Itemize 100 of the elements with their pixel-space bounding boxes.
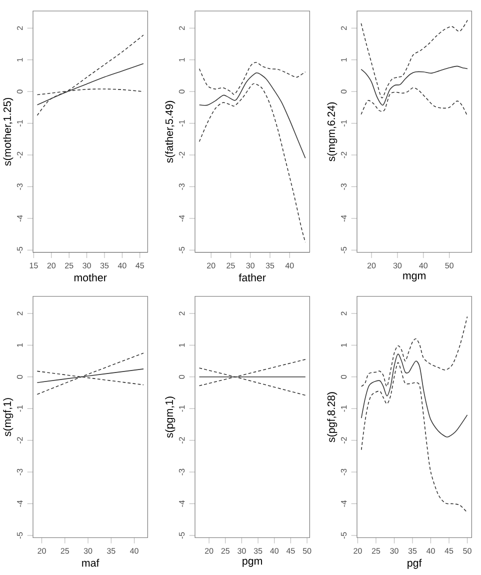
y-tick-label: -4 (179, 500, 185, 507)
x-tick-label: 40 (419, 262, 428, 268)
line-series (198, 72, 306, 159)
y-tick-label: -1 (341, 405, 347, 412)
y-tick-label: -2 (17, 437, 23, 444)
y-tick-label: 0 (16, 374, 23, 379)
x-axis-title: mgm (403, 274, 426, 282)
x-tick-label: 50 (445, 262, 454, 268)
y-tick-label: 0 (340, 374, 347, 379)
x-tick-label: 30 (393, 262, 402, 268)
y-tick-label: 2 (341, 26, 347, 30)
y-tick-label: 2 (179, 312, 185, 316)
y-tick-label: -1 (17, 120, 23, 126)
x-tick-label: 45 (444, 548, 454, 554)
x-tick-label: 40 (130, 548, 138, 554)
y-tick-label: 1 (17, 58, 23, 62)
y-tick-label: -4 (17, 500, 23, 507)
x-tick-label: 30 (82, 262, 91, 268)
y-axis-title: s(mother,1.25) (3, 98, 14, 166)
y-tick-label: 1 (341, 58, 347, 62)
x-tick-label: 25 (65, 262, 74, 268)
y-tick-label: -5 (341, 532, 347, 539)
x-tick-label: 40 (270, 548, 279, 554)
y-tick-label: -1 (179, 120, 185, 126)
y-tick-label: -3 (16, 468, 23, 476)
y-tick-label: -5 (17, 532, 23, 539)
x-tick-label: 30 (84, 548, 92, 554)
y-tick-label: 2 (179, 26, 185, 30)
x-tick-label: 20 (367, 262, 376, 268)
y-tick-label: -5 (179, 246, 185, 254)
x-tick-label: 30 (238, 548, 246, 554)
x-tick-label: 25 (221, 548, 230, 554)
y-tick-label: -3 (340, 468, 347, 476)
y-tick-label: -3 (178, 183, 185, 190)
x-tick-label: 35 (408, 548, 417, 554)
x-tick-label: 35 (266, 262, 274, 268)
x-tick-label: 30 (390, 548, 398, 554)
x-tick-label: 45 (286, 548, 295, 554)
x-tick-label: 40 (285, 262, 294, 268)
x-tick-label: 35 (107, 548, 116, 554)
y-axis-title: s(pgf,8.28) (327, 392, 338, 442)
line-series (36, 34, 144, 116)
y-axis-title: s(mgf,1) (3, 398, 14, 436)
x-tick-label: 40 (426, 548, 435, 554)
y-tick-label: 2 (17, 26, 23, 30)
x-tick-label: 40 (118, 262, 126, 268)
y-tick-label: -2 (179, 437, 185, 444)
y-tick-label: 0 (178, 374, 185, 379)
y-tick-label: -4 (179, 215, 185, 222)
y-tick-label: -2 (17, 152, 23, 158)
line-series (198, 62, 306, 95)
y-tick-label: -4 (17, 215, 23, 222)
y-tick-label: -3 (16, 183, 23, 190)
y-tick-label: -2 (179, 152, 185, 158)
x-tick-label: 25 (60, 548, 70, 554)
x-tick-label: 25 (372, 548, 380, 554)
y-tick-label: -3 (178, 468, 185, 476)
y-tick-label: 1 (17, 343, 23, 347)
x-tick-label: 20 (47, 262, 56, 268)
x-tick-label: 25 (226, 262, 235, 268)
x-tick-label: 20 (354, 548, 362, 554)
x-tick-label: 20 (38, 548, 46, 554)
x-axis-title: pgm (242, 558, 262, 567)
y-tick-label: 0 (178, 90, 185, 94)
y-tick-label: 1 (179, 343, 185, 347)
y-tick-label: -1 (17, 405, 23, 412)
y-axis-title: s(mgm,6.24) (327, 102, 338, 162)
y-tick-label: -5 (17, 246, 23, 254)
x-tick-label: 15 (30, 262, 38, 268)
y-tick-label: -4 (341, 215, 347, 222)
x-axis-title: pgf (408, 558, 422, 569)
y-tick-label: -3 (340, 183, 347, 190)
y-tick-label: -1 (179, 405, 185, 412)
y-tick-label: 0 (16, 90, 23, 94)
x-tick-label: 50 (302, 548, 312, 554)
y-tick-label: -5 (341, 246, 347, 254)
y-tick-label: -4 (341, 500, 347, 507)
x-tick-label: 20 (207, 262, 216, 268)
y-tick-label: 1 (179, 58, 185, 62)
y-tick-label: -5 (179, 532, 185, 539)
x-axis-title: mother (74, 274, 107, 282)
x-tick-label: 50 (463, 548, 472, 554)
x-tick-label: 30 (246, 262, 255, 268)
x-tick-label: 20 (204, 548, 214, 554)
x-tick-label: 35 (254, 548, 262, 554)
x-tick-label: 35 (100, 262, 109, 268)
x-axis-title: maf (82, 558, 100, 567)
y-tick-label: 2 (341, 312, 347, 316)
y-tick-label: -1 (341, 120, 347, 126)
x-axis-title: father (238, 274, 266, 282)
y-tick-label: 0 (340, 90, 347, 94)
x-tick-label: 45 (136, 262, 144, 268)
y-axis-title: s(father,5.49) (165, 100, 176, 163)
y-tick-label: 2 (17, 312, 23, 316)
line-series (360, 20, 468, 98)
y-axis-title: s(pgm,1) (165, 396, 176, 438)
y-tick-label: -2 (341, 437, 347, 444)
y-tick-label: -2 (341, 152, 347, 158)
y-tick-label: 1 (341, 343, 347, 347)
line-series (198, 83, 306, 243)
